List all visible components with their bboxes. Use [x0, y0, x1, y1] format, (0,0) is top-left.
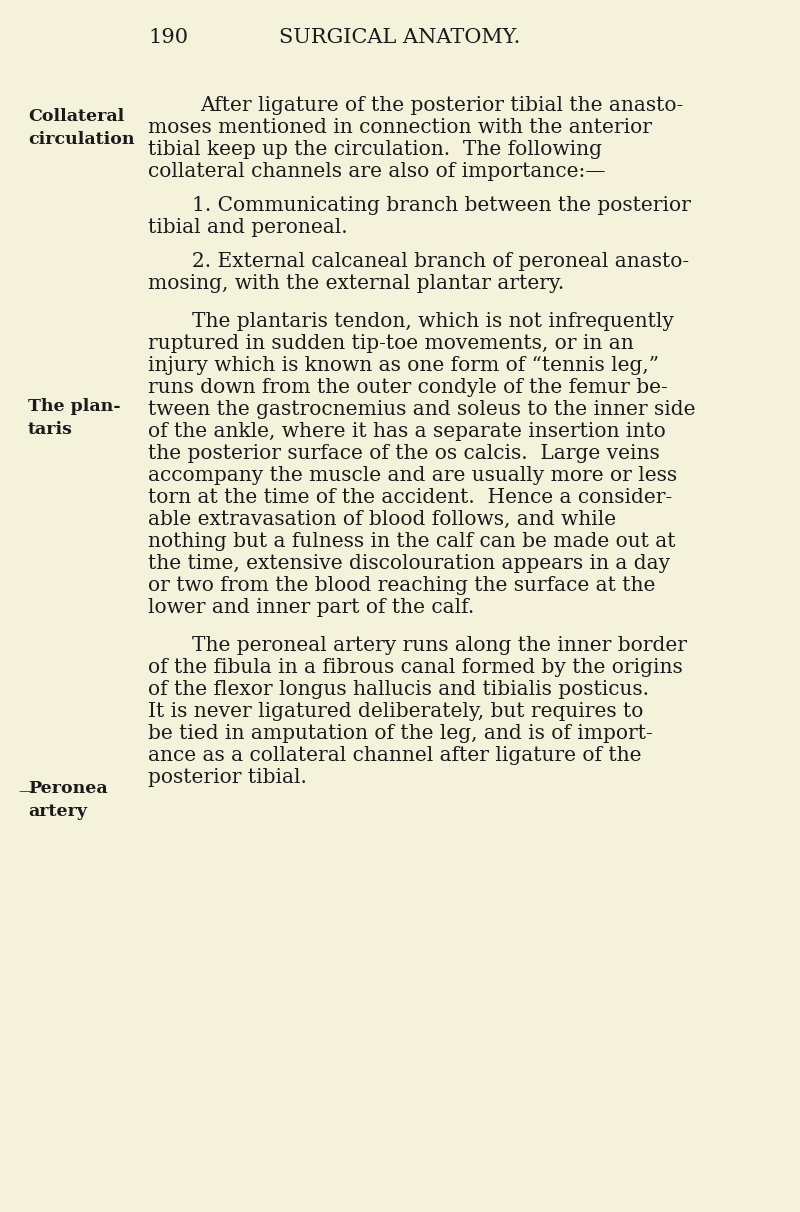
Text: moses mentioned in connection with the anterior: moses mentioned in connection with the a…: [148, 118, 652, 137]
Text: able extravasation of blood follows, and while: able extravasation of blood follows, and…: [148, 510, 616, 528]
Text: lower and inner part of the calf.: lower and inner part of the calf.: [148, 598, 474, 617]
Text: collateral channels are also of importance:—: collateral channels are also of importan…: [148, 162, 606, 181]
Text: of the flexor longus hallucis and tibialis posticus.: of the flexor longus hallucis and tibial…: [148, 680, 649, 699]
Text: SURGICAL ANATOMY.: SURGICAL ANATOMY.: [279, 28, 521, 47]
Text: injury which is known as one form of “tennis leg,”: injury which is known as one form of “te…: [148, 356, 659, 375]
Text: 2. External calcaneal branch of peroneal anasto-: 2. External calcaneal branch of peroneal…: [192, 252, 689, 271]
Text: 190: 190: [148, 28, 188, 47]
Text: After ligature of the posterior tibial the anasto-: After ligature of the posterior tibial t…: [200, 96, 683, 115]
Text: Collateral
circulation: Collateral circulation: [28, 108, 134, 149]
Text: the time, extensive discolouration appears in a day: the time, extensive discolouration appea…: [148, 554, 670, 573]
Text: accompany the muscle and are usually more or less: accompany the muscle and are usually mor…: [148, 465, 677, 485]
Text: of the ankle, where it has a separate insertion into: of the ankle, where it has a separate in…: [148, 422, 666, 441]
Text: —: —: [18, 784, 32, 797]
Text: The plan-
taris: The plan- taris: [28, 398, 121, 439]
Text: posterior tibial.: posterior tibial.: [148, 768, 307, 787]
Text: 1. Communicating branch between the posterior: 1. Communicating branch between the post…: [192, 196, 691, 215]
Text: It is never ligatured deliberately, but requires to: It is never ligatured deliberately, but …: [148, 702, 643, 721]
Text: ruptured in sudden tip-toe movements, or in an: ruptured in sudden tip-toe movements, or…: [148, 335, 634, 353]
Text: ance as a collateral channel after ligature of the: ance as a collateral channel after ligat…: [148, 747, 642, 765]
Text: runs down from the outer condyle of the femur be-: runs down from the outer condyle of the …: [148, 378, 668, 398]
Text: tibial and peroneal.: tibial and peroneal.: [148, 218, 348, 238]
Text: mosing, with the external plantar artery.: mosing, with the external plantar artery…: [148, 274, 564, 293]
Text: or two from the blood reaching the surface at the: or two from the blood reaching the surfa…: [148, 576, 655, 595]
Text: the posterior surface of the os calcis.  Large veins: the posterior surface of the os calcis. …: [148, 444, 660, 463]
Text: tween the gastrocnemius and soleus to the inner side: tween the gastrocnemius and soleus to th…: [148, 400, 695, 419]
Text: The plantaris tendon, which is not infrequently: The plantaris tendon, which is not infre…: [192, 311, 674, 331]
Text: nothing but a fulness in the calf can be made out at: nothing but a fulness in the calf can be…: [148, 532, 675, 551]
Text: of the fibula in a fibrous canal formed by the origins: of the fibula in a fibrous canal formed …: [148, 658, 682, 678]
Text: be tied in amputation of the leg, and is of import-: be tied in amputation of the leg, and is…: [148, 724, 653, 743]
Text: torn at the time of the accident.  Hence a consider-: torn at the time of the accident. Hence …: [148, 488, 672, 507]
Text: Peronea
artery: Peronea artery: [28, 781, 108, 821]
Text: tibial keep up the circulation.  The following: tibial keep up the circulation. The foll…: [148, 141, 602, 159]
Text: The peroneal artery runs along the inner border: The peroneal artery runs along the inner…: [192, 636, 687, 654]
